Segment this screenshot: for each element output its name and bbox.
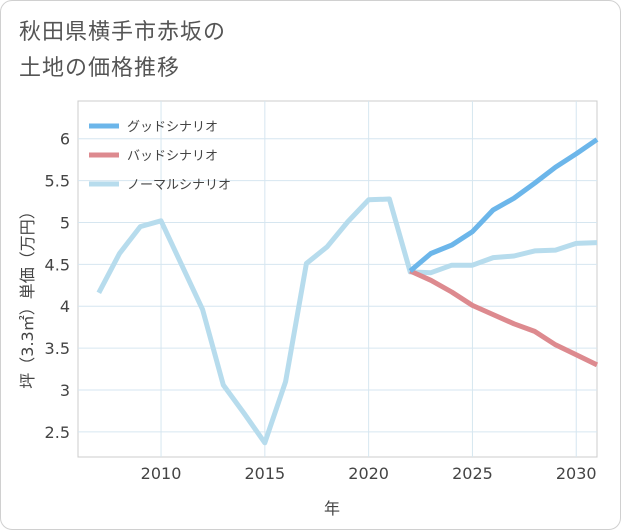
series-lines (96, 137, 599, 446)
bad-scenario-legend-label: バッドシナリオ (127, 149, 218, 164)
plot-area (77, 100, 598, 458)
x-tick-label: 2010 (141, 464, 182, 483)
title-line-1: 秋田県横手市赤坂の (19, 20, 227, 45)
y-tick-label: 5.5 (45, 172, 70, 191)
title-line-2: 土地の価格推移 (19, 56, 181, 81)
x-tick-label: 2020 (348, 464, 389, 483)
x-tick-label: 2030 (556, 464, 597, 483)
y-tick-label: 2.5 (45, 423, 70, 442)
y-tick-label: 4.5 (45, 255, 70, 274)
normal-scenario-legend-label: ノーマルシナリオ (127, 178, 231, 193)
x-tick-label: 2025 (452, 464, 493, 483)
good-scenario-line (408, 137, 599, 273)
y-tick-label: 4 (60, 297, 70, 316)
y-tick-label: 5 (60, 213, 70, 232)
bad-scenario-line (409, 268, 599, 368)
normal-scenario-line (96, 196, 598, 446)
y-axis-title: 坪（3.3㎡）単価（万円） (18, 203, 37, 388)
y-tick-label: 3 (60, 381, 70, 400)
y-tick-label: 6 (60, 130, 70, 149)
grid-lines (78, 101, 597, 457)
good-scenario-legend-label: グッドシナリオ (127, 120, 218, 135)
page-title: 秋田県横手市赤坂の 土地の価格推移 (19, 15, 439, 87)
y-tick-label: 3.5 (45, 339, 70, 358)
x-axis-title: 年 (324, 499, 340, 518)
axis-ticks: 2.5 3 3.5 4 4.5 5 5.5 6 2010 2015 2020 2025 2030 (45, 130, 597, 483)
x-tick-label: 2015 (244, 464, 285, 483)
